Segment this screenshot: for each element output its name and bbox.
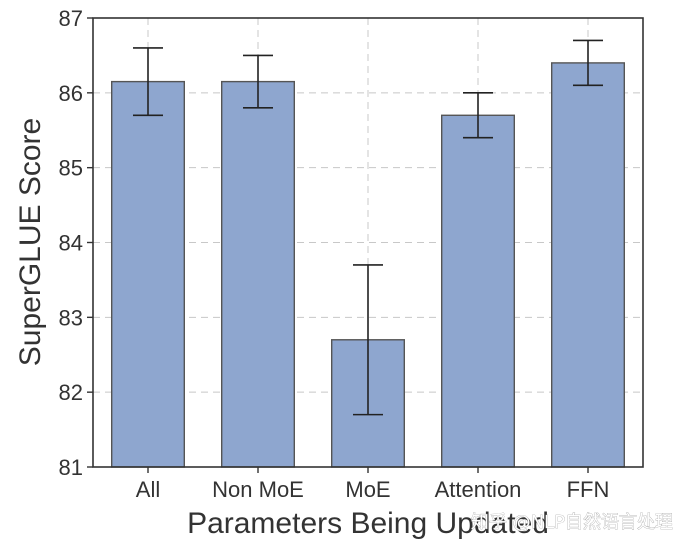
x-axis-ticks: All Non MoE MoE Attention FFN xyxy=(136,467,610,502)
x-tick-label: Attention xyxy=(435,477,522,502)
y-tick-label: 82 xyxy=(59,380,83,405)
y-tick-label: 85 xyxy=(59,156,83,181)
error-bar xyxy=(243,54,273,109)
x-tick-label: MoE xyxy=(345,477,390,502)
error-bar xyxy=(353,264,383,416)
y-tick-label: 83 xyxy=(59,305,83,330)
watermark-text: 知乎 @NLP自然语言处理 xyxy=(471,512,673,533)
x-tick-label: All xyxy=(136,477,160,502)
y-tick-label: 84 xyxy=(59,231,83,256)
y-tick-label: 86 xyxy=(59,81,83,106)
error-bar xyxy=(133,47,163,117)
y-tick-label: 87 xyxy=(59,6,83,31)
error-bars xyxy=(133,39,603,416)
bar-non-moe xyxy=(220,80,295,468)
x-axis-title: Parameters Being Updated xyxy=(187,507,549,540)
error-bar xyxy=(573,39,603,87)
x-tick-label: FFN xyxy=(567,477,610,502)
error-bar xyxy=(463,92,493,139)
y-tick-label: 81 xyxy=(59,455,83,480)
x-tick-label: Non MoE xyxy=(212,477,304,502)
y-axis-ticks: 81 82 83 84 85 86 87 xyxy=(59,6,93,480)
bar-all xyxy=(110,80,185,468)
y-axis-title: SuperGLUE Score xyxy=(14,118,47,366)
bar-ffn xyxy=(551,62,626,468)
bars xyxy=(110,62,626,468)
bar-attention xyxy=(441,114,516,468)
